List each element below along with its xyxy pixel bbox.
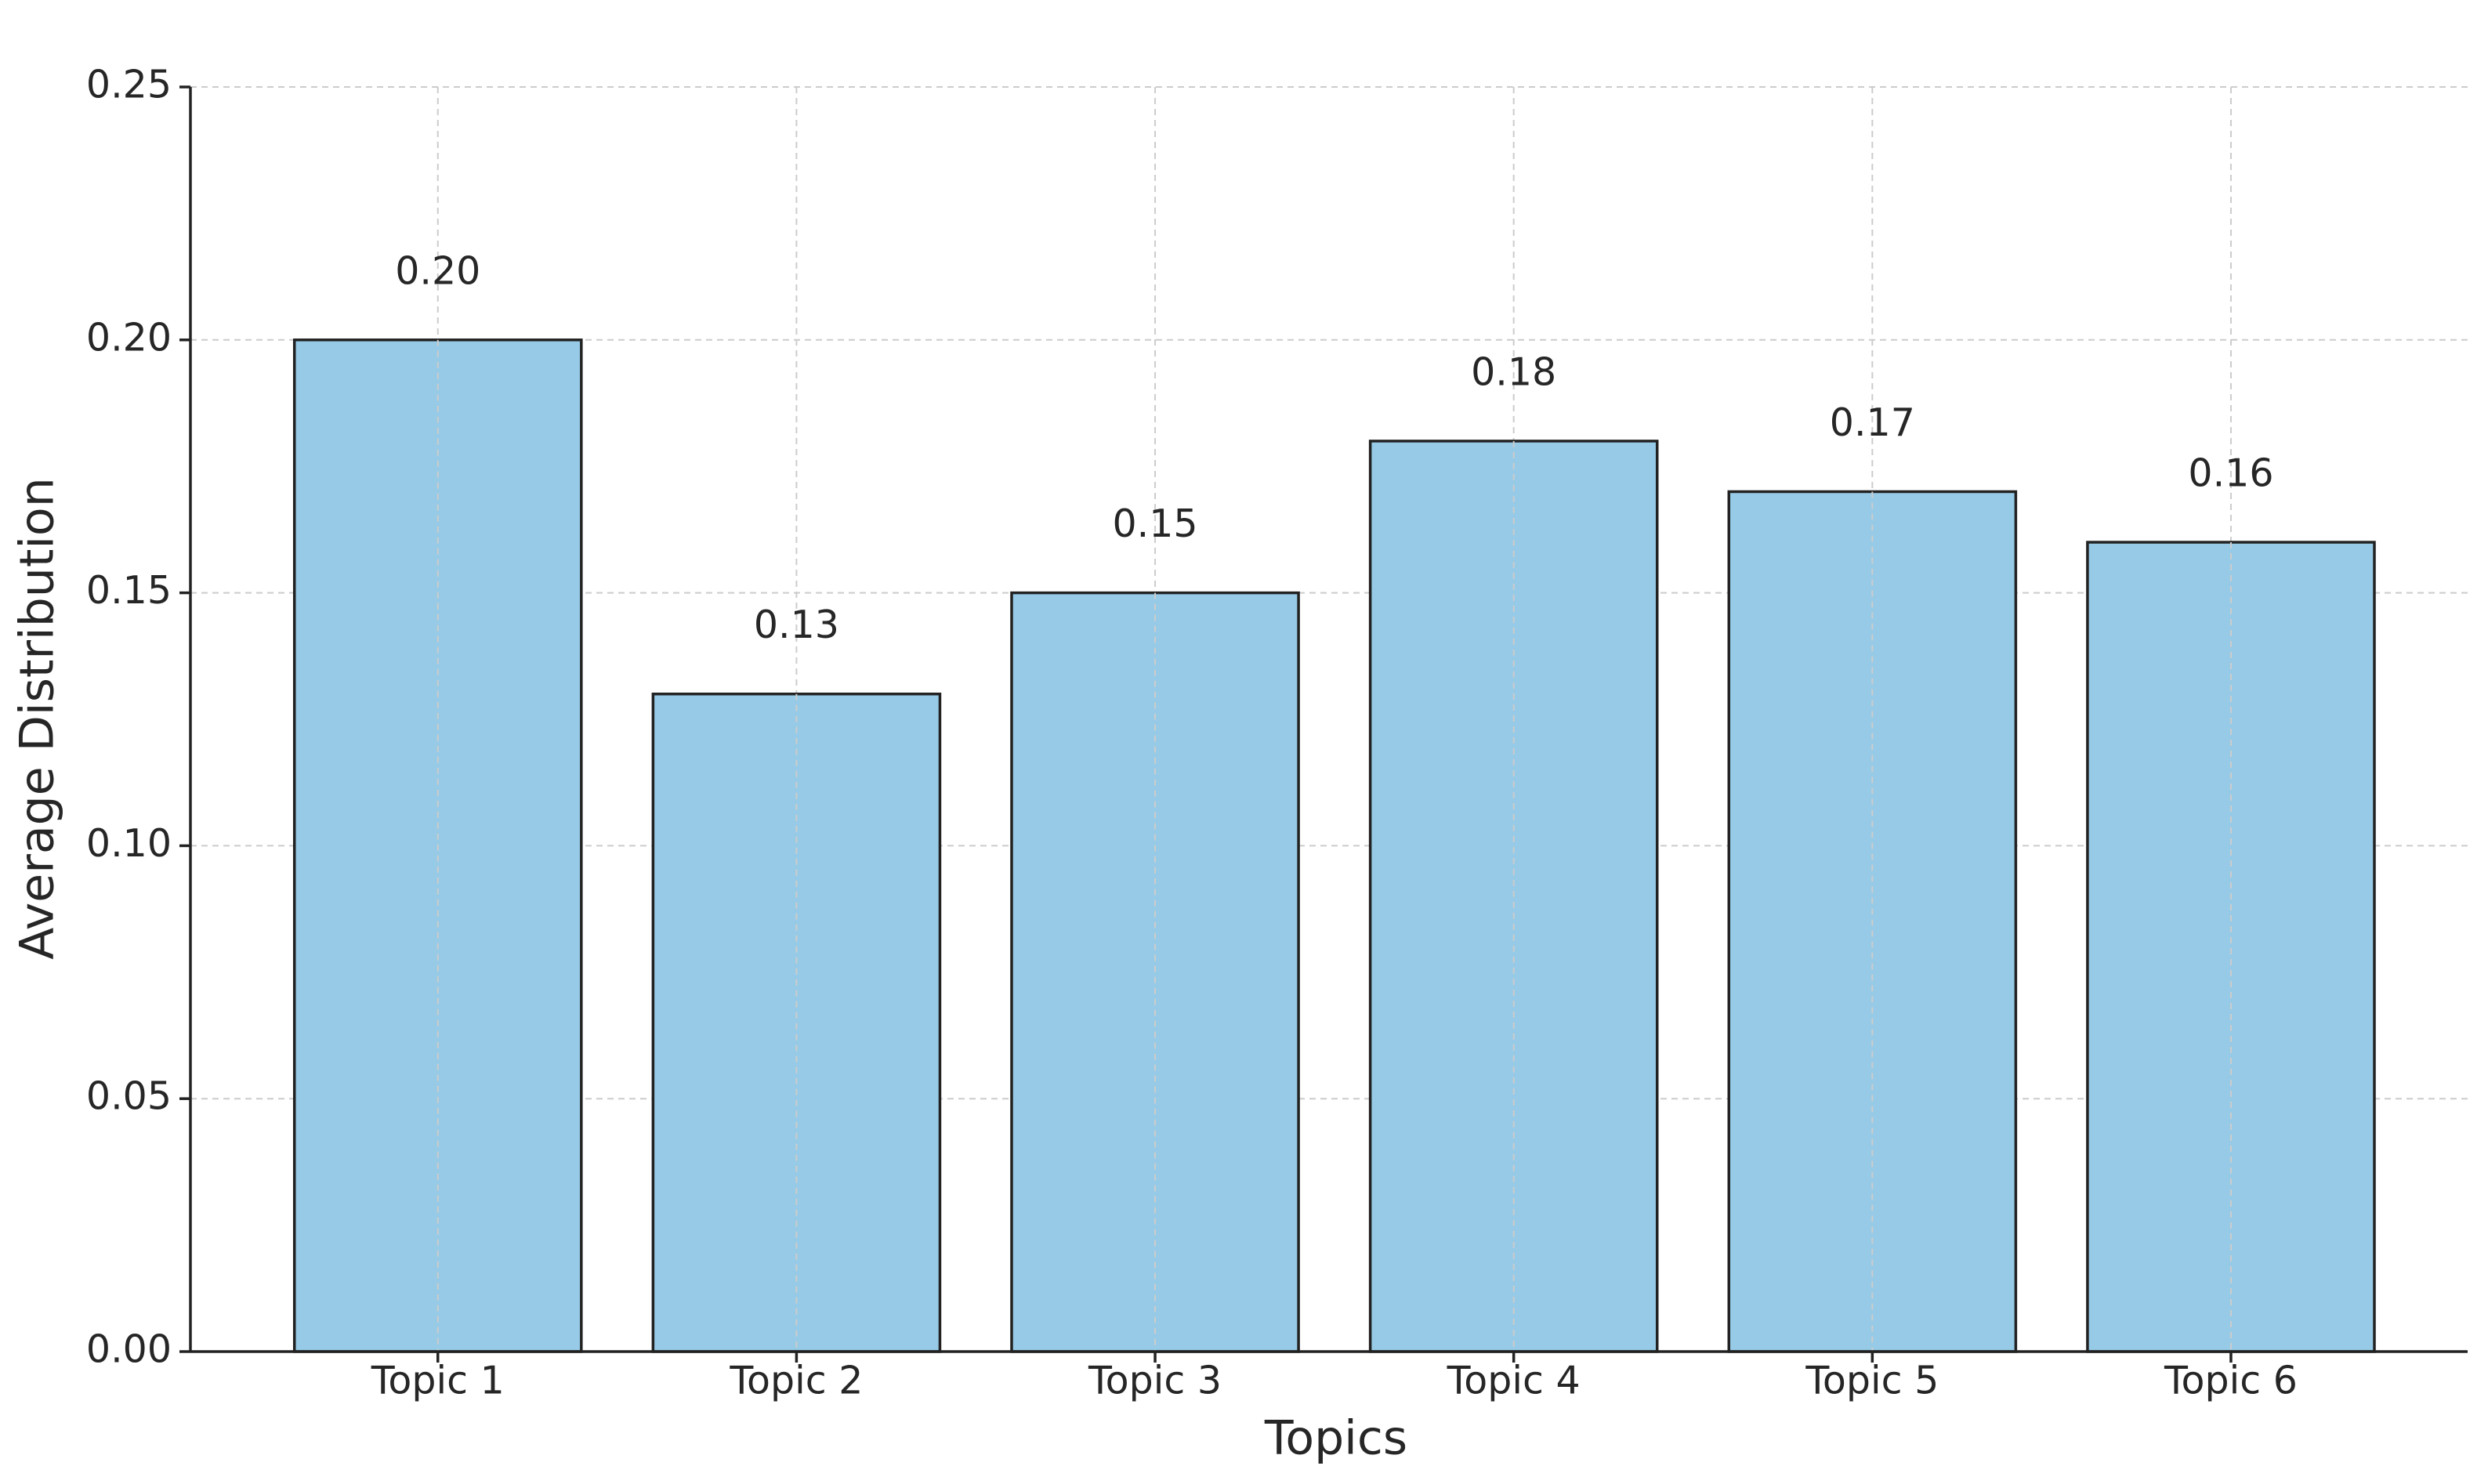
value-label: 0.13 (754, 603, 839, 647)
x-tick-label: Topic 2 (729, 1359, 863, 1403)
value-label: 0.16 (2188, 451, 2273, 496)
x-tick-label: Topic 5 (1805, 1359, 1939, 1403)
x-axis-label: Topics (1264, 1411, 1407, 1466)
y-tick-label: 0.25 (86, 63, 172, 107)
y-tick-label: 0.10 (86, 821, 172, 866)
value-label: 0.15 (1112, 501, 1197, 546)
y-tick-label: 0.20 (86, 315, 172, 360)
x-tick-label: Topic 1 (371, 1359, 505, 1403)
y-tick-label: 0.00 (86, 1327, 172, 1372)
y-tick-label: 0.05 (86, 1074, 172, 1119)
y-axis-label: Average Distribution (10, 477, 65, 960)
value-label: 0.18 (1471, 349, 1556, 394)
x-tick-label: Topic 3 (1088, 1359, 1222, 1403)
x-tick-label: Topic 6 (2164, 1359, 2298, 1403)
y-tick-label: 0.15 (86, 568, 172, 613)
x-tick-label: Topic 4 (1447, 1359, 1581, 1403)
value-label: 0.17 (1830, 400, 1915, 445)
value-label: 0.20 (395, 248, 480, 293)
bar (651, 692, 942, 1353)
